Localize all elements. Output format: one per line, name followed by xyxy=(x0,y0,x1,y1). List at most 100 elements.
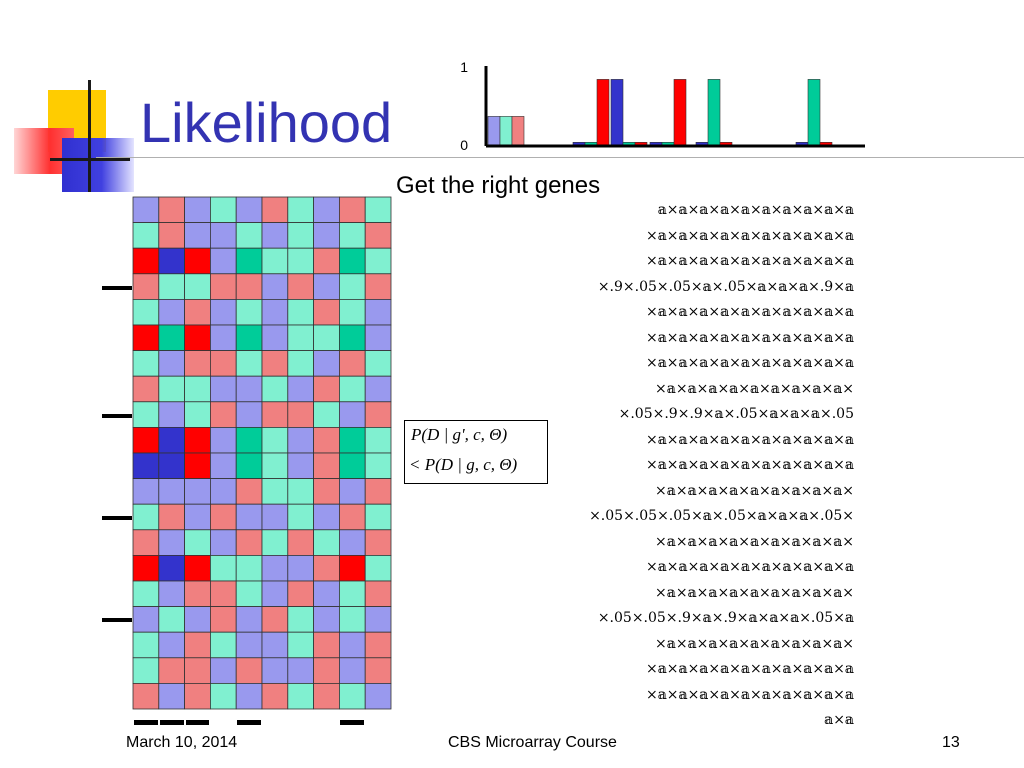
heatmap-cell xyxy=(287,401,315,428)
bar-chart: 10 xyxy=(460,59,865,153)
heatmap-cell xyxy=(132,631,160,659)
heatmap-cell xyxy=(235,580,263,608)
heatmap-cell xyxy=(313,657,340,684)
y-tick-label: 1 xyxy=(460,59,468,75)
heatmap-cell xyxy=(184,324,211,352)
heatmap-cell xyxy=(313,554,340,582)
heatmap-cell xyxy=(261,452,289,480)
heatmap-cell xyxy=(132,682,160,710)
heatmap-cell xyxy=(158,580,185,608)
heatmap-cell xyxy=(210,529,237,556)
heatmap-cell xyxy=(132,657,160,684)
heatmap-cell xyxy=(184,273,211,300)
heatmap-cell xyxy=(235,682,263,710)
heatmap-cell xyxy=(210,631,237,659)
heatmap-cell xyxy=(364,401,392,428)
heatmap-cell xyxy=(364,426,392,454)
heatmap-cell xyxy=(132,273,160,300)
heatmap-cell xyxy=(210,299,237,326)
heatmap-cell xyxy=(287,631,315,659)
heatmap-cell xyxy=(184,196,211,224)
heatmap-cell xyxy=(313,196,340,224)
y-tick-label: 0 xyxy=(460,137,468,153)
probability-row: ×𝕒×𝕒×𝕒×𝕒×𝕒×𝕒×𝕒×𝕒×𝕒×𝕒 xyxy=(645,686,854,703)
probability-row: ×𝕒×𝕒×𝕒×𝕒×𝕒×𝕒×𝕒×𝕒×𝕒×𝕒 xyxy=(645,253,854,269)
heatmap-cell xyxy=(235,401,263,428)
heatmap-cell xyxy=(210,580,237,608)
heatmap-cell xyxy=(235,606,263,633)
heatmap-cell xyxy=(364,606,392,633)
heatmap-cell xyxy=(287,273,315,300)
heatmap-cell xyxy=(132,452,160,480)
heatmap-cell xyxy=(338,478,366,505)
probability-row: ×𝕒×𝕒×𝕒×𝕒×𝕒×𝕒×𝕒×𝕒×𝕒×𝕒 xyxy=(645,227,854,244)
heatmap-cell xyxy=(313,580,340,608)
heatmap-cell xyxy=(364,375,392,403)
heatmap-cell xyxy=(158,375,185,403)
column-marker xyxy=(134,720,158,725)
heatmap-cell xyxy=(184,631,211,659)
heatmap-cell xyxy=(338,580,366,608)
heatmap-cell xyxy=(184,606,211,633)
heatmap-cell xyxy=(287,452,315,480)
heatmap-cell xyxy=(364,657,392,684)
heatmap-cell xyxy=(287,426,315,454)
heatmap-cell xyxy=(210,273,237,300)
heatmap-cell xyxy=(313,273,340,300)
heatmap-cell xyxy=(184,401,211,428)
heatmap-cell xyxy=(338,554,366,582)
heatmap-cell xyxy=(235,273,263,300)
heatmap-cell xyxy=(364,196,392,224)
heatmap-cell xyxy=(235,222,263,249)
bar xyxy=(673,79,687,147)
heatmap-cell xyxy=(158,682,185,710)
heatmap-cell xyxy=(364,631,392,659)
heatmap-cell xyxy=(338,452,366,480)
heatmap-cell xyxy=(313,247,340,275)
heatmap-cell xyxy=(158,222,185,249)
heatmap-cell xyxy=(261,529,289,556)
heatmap-cell xyxy=(261,580,289,608)
heatmap-cell xyxy=(132,580,160,608)
heatmap-cell xyxy=(261,426,289,454)
heatmap-cell xyxy=(210,452,237,480)
heatmap-cell xyxy=(261,350,289,377)
heatmap-cell xyxy=(210,478,237,505)
likelihood-formula-box: P(D | g', c, Θ) < P(D | g, c, Θ) xyxy=(404,420,548,484)
heatmap-cell xyxy=(210,682,237,710)
heatmap-cell xyxy=(261,273,289,300)
probability-row: ×𝕒×𝕒×𝕒×𝕒×𝕒×𝕒×𝕒×𝕒×𝕒×𝕒 xyxy=(645,329,854,346)
heatmap-cell xyxy=(158,196,185,224)
heatmap-cell xyxy=(287,682,315,710)
heatmap-cell xyxy=(235,503,263,531)
row-marker xyxy=(102,413,132,418)
heatmap-cell xyxy=(261,503,289,531)
decor-horizontal-line xyxy=(50,158,130,161)
heatmap-cell xyxy=(313,631,340,659)
heatmap-cell xyxy=(313,478,340,505)
heatmap-cell xyxy=(313,350,340,377)
heatmap-cell xyxy=(184,554,211,582)
bar xyxy=(610,79,624,147)
heatmap-cell xyxy=(364,580,392,608)
bar xyxy=(511,116,525,147)
heatmap-cell xyxy=(235,452,263,480)
heatmap-cell xyxy=(210,401,237,428)
heatmap-cell xyxy=(184,222,211,249)
column-marker xyxy=(159,720,184,725)
heatmap-cell xyxy=(158,657,185,684)
heatmap-cell xyxy=(235,324,263,352)
heatmap-cell xyxy=(184,375,211,403)
probability-row: ×.9×.05×.05×𝕒×.05×𝕒×𝕒×𝕒×.9×𝕒 xyxy=(597,278,854,295)
heatmap-cell xyxy=(235,657,263,684)
heatmap-cell xyxy=(313,503,340,531)
heatmap-cell xyxy=(287,324,315,352)
heatmap-cell xyxy=(338,324,366,352)
row-marker xyxy=(102,285,132,290)
heatmap-cell xyxy=(364,452,392,480)
heatmap-cell xyxy=(261,196,289,224)
heatmap-cell xyxy=(261,222,289,249)
heatmap-cell xyxy=(210,222,237,249)
bar xyxy=(596,79,610,147)
heatmap-cell xyxy=(184,529,211,556)
